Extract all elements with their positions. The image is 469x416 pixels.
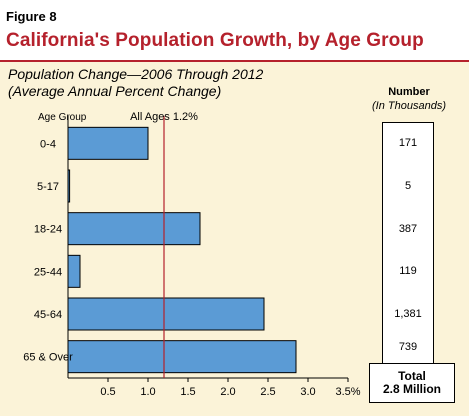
- title-rule: [0, 60, 469, 62]
- x-tick-label: 1.0: [140, 386, 155, 398]
- total-box: Total 2.8 Million: [369, 363, 455, 403]
- total-label: Total: [398, 369, 426, 383]
- x-tick-label: 3.0: [300, 386, 315, 398]
- figure-label: Figure 8: [6, 9, 57, 24]
- number-column-box: [382, 122, 434, 368]
- category-label: 18-24: [34, 224, 62, 236]
- category-label: 45-64: [34, 309, 62, 321]
- subtitle-line-1: Population Change—2006 Through 2012: [8, 66, 264, 82]
- bar-3: [67, 254, 81, 288]
- category-label: 5-17: [37, 181, 59, 193]
- bar-2: [67, 212, 201, 246]
- chart-subtitle: Population Change—2006 Through 2012 (Ave…: [8, 66, 263, 100]
- number-column-header: Number: [388, 86, 430, 98]
- category-label: 65 & Over: [23, 352, 73, 364]
- category-label: 25-44: [34, 266, 62, 278]
- number-value: 5: [404, 180, 412, 192]
- number-value: 119: [399, 265, 417, 278]
- bar-4: [67, 297, 265, 331]
- x-tick-label: 2.0: [220, 386, 235, 398]
- x-tick-label: 1.5: [180, 386, 195, 398]
- number-value: 171: [398, 137, 418, 150]
- number-value: 739: [398, 340, 418, 353]
- number-value: 387: [398, 222, 418, 235]
- total-value: 2.8 Million: [382, 382, 441, 396]
- x-tick-label: 0.5: [100, 386, 115, 398]
- reference-line-label: All Ages 1.2%: [130, 111, 198, 123]
- chart-title: California's Population Growth, by Age G…: [6, 30, 424, 51]
- number-value: 1,381: [394, 308, 422, 320]
- category-label: 0-4: [40, 138, 56, 150]
- x-tick-label: 3.5%: [335, 386, 360, 398]
- bar-0: [67, 126, 149, 160]
- number-column-subheader: (In Thousands): [372, 100, 446, 112]
- subtitle-line-2: (Average Annual Percent Change): [8, 83, 222, 99]
- y-axis-label: Age Group: [38, 112, 87, 123]
- x-tick-label: 2.5: [260, 386, 275, 398]
- bar-5: [67, 340, 297, 374]
